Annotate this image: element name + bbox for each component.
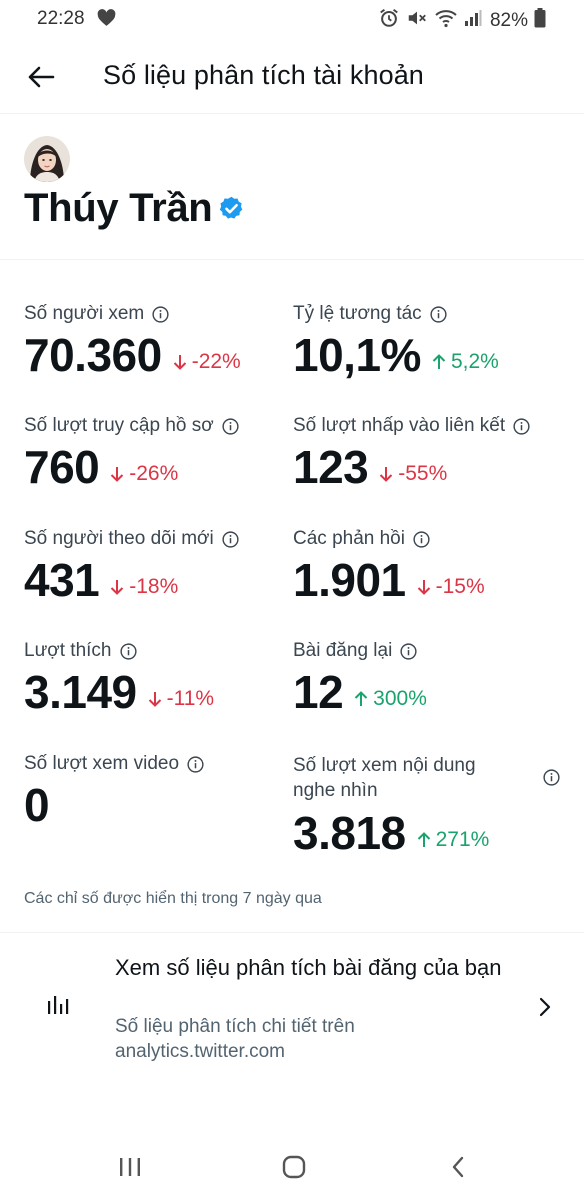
metric-label: Số người xem	[24, 303, 145, 324]
metric-label: Các phản hồi	[293, 528, 405, 549]
arrow-up-icon	[417, 832, 430, 847]
metric-change: -22%	[172, 350, 241, 374]
metric-value: 431	[24, 554, 100, 606]
heart-icon	[97, 9, 116, 32]
metric-label: Số lượt nhấp vào liên kết	[293, 415, 506, 436]
metric-change: -26%	[109, 462, 178, 486]
metric-label: Số lượt xem video	[24, 753, 180, 774]
info-icon[interactable]	[513, 417, 530, 435]
metric-value: 760	[24, 441, 100, 493]
status-bar: 22:28 82%	[0, 0, 584, 38]
metric-label: Số người theo dõi mới	[24, 528, 214, 549]
chevron-right-icon	[538, 996, 552, 1023]
info-icon[interactable]	[400, 642, 417, 660]
arrow-down-icon	[111, 580, 124, 595]
metric-change: -18%	[109, 575, 178, 599]
metric-link-clicks[interactable]: Số lượt nhấp vào liên kết 123 -55%	[293, 415, 530, 493]
battery-icon	[534, 8, 546, 33]
mute-icon	[406, 7, 428, 34]
metric-change: -11%	[147, 687, 214, 711]
metric-engagement-rate[interactable]: Tỷ lệ tương tác 10,1% 5,2%	[293, 303, 499, 381]
battery-percent: 82%	[489, 9, 528, 31]
metric-label: Số lượt xem nội dung nghe nhìn	[293, 755, 476, 801]
profile-section: Thúy Trần	[0, 114, 584, 260]
nav-back-button[interactable]	[438, 1152, 478, 1182]
info-icon[interactable]	[187, 755, 204, 773]
metric-value: 70.360	[24, 329, 162, 381]
info-icon[interactable]	[152, 305, 169, 323]
home-button[interactable]	[274, 1152, 314, 1182]
header: Số liệu phân tích tài khoản	[0, 40, 584, 114]
info-icon[interactable]	[543, 769, 560, 786]
bar-chart-icon	[47, 995, 69, 1020]
system-nav-bar	[0, 1130, 584, 1200]
metric-value: 0	[24, 779, 50, 831]
metric-value: 3.149	[24, 666, 137, 718]
arrow-up-icon	[354, 691, 368, 706]
alarm-icon	[378, 7, 400, 34]
metric-label: Số lượt truy cập hồ sơ	[24, 415, 214, 436]
metric-change: -55%	[378, 462, 447, 486]
wifi-icon	[434, 8, 458, 33]
recent-apps-button[interactable]	[110, 1152, 150, 1182]
metric-label: Lượt thích	[24, 640, 112, 661]
info-icon[interactable]	[413, 530, 430, 548]
metrics-footnote: Các chỉ số được hiển thị trong 7 ngày qu…	[24, 890, 322, 907]
metric-reposts[interactable]: Bài đăng lại 12 300%	[293, 640, 427, 718]
arrow-left-icon	[28, 66, 55, 88]
recent-apps-icon	[120, 1158, 140, 1176]
metric-value: 10,1%	[293, 329, 421, 381]
profile-name-row: Thúy Trần	[24, 186, 245, 231]
post-analytics-link[interactable]: Xem số liệu phân tích bài đăng của bạn S…	[0, 940, 584, 1070]
metric-new-followers[interactable]: Số người theo dõi mới 431 -18%	[24, 528, 239, 606]
metric-change: 300%	[353, 687, 427, 711]
info-icon[interactable]	[119, 642, 137, 660]
avatar[interactable]	[24, 136, 70, 182]
metric-value: 123	[293, 441, 369, 493]
post-analytics-title: Xem số liệu phân tích bài đăng của bạn	[115, 955, 502, 980]
metric-media-views[interactable]: Số lượt xem nội dung nghe nhìn 3.818 271…	[293, 753, 568, 859]
metric-change: 271%	[416, 828, 489, 852]
metric-label: Bài đăng lại	[293, 640, 393, 661]
metric-value: 1.901	[293, 554, 406, 606]
arrow-down-icon	[380, 467, 393, 482]
post-analytics-subtitle: Số liệu phân tích chi tiết trên analytic…	[115, 1016, 355, 1062]
info-icon[interactable]	[222, 417, 239, 435]
metric-profile-visits[interactable]: Số lượt truy cập hồ sơ 760 -26%	[24, 415, 239, 493]
metric-value: 3.818	[293, 807, 406, 859]
divider	[0, 932, 584, 933]
arrow-down-icon	[111, 467, 124, 482]
metric-value: 12	[293, 666, 344, 718]
metric-video-views[interactable]: Số lượt xem video 0	[24, 753, 204, 831]
signal-icon	[464, 9, 482, 32]
arrow-up-icon	[432, 354, 446, 369]
metric-likes[interactable]: Lượt thích 3.149 -11%	[24, 640, 214, 718]
metric-change: -15%	[416, 575, 485, 599]
verified-badge-icon	[220, 196, 243, 219]
info-icon[interactable]	[430, 305, 447, 323]
arrow-down-icon	[148, 692, 161, 707]
metric-viewers[interactable]: Số người xem 70.360 -22%	[24, 303, 241, 381]
page-title: Số liệu phân tích tài khoản	[103, 60, 424, 90]
metric-label: Tỷ lệ tương tác	[293, 303, 422, 324]
home-icon	[282, 1155, 306, 1179]
profile-name: Thúy Trần	[24, 186, 213, 230]
arrow-down-icon	[417, 580, 430, 595]
back-button[interactable]	[24, 60, 58, 94]
metric-replies[interactable]: Các phản hồi 1.901 -15%	[293, 528, 485, 606]
back-chevron-icon	[452, 1156, 464, 1178]
status-time: 22:28	[37, 8, 85, 29]
info-icon[interactable]	[222, 530, 239, 548]
arrow-down-icon	[173, 355, 186, 370]
status-icons: 82%	[378, 7, 546, 34]
metric-change: 5,2%	[431, 350, 499, 374]
